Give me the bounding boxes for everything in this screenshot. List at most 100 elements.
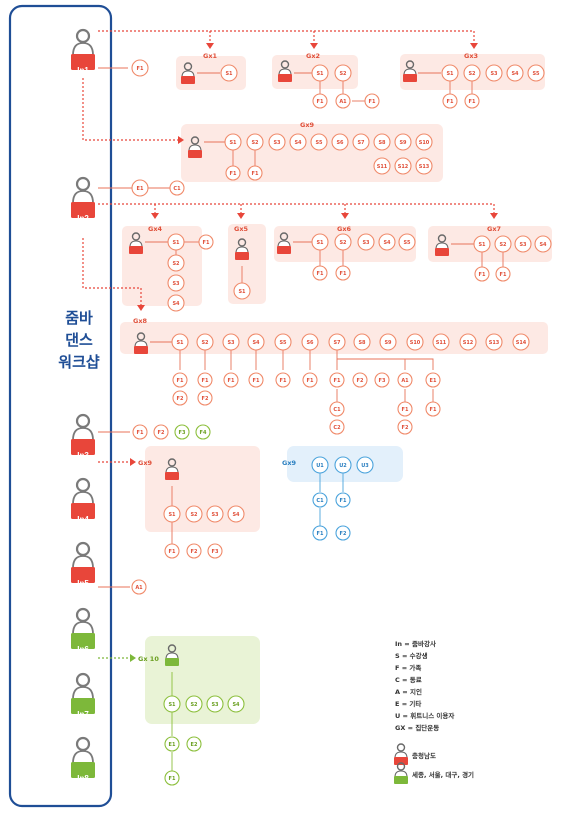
gx6-f1-node xyxy=(312,265,328,281)
svg-text:S1: S1 xyxy=(229,140,237,146)
legend-green-person-icon xyxy=(393,762,409,785)
arrow-heads xyxy=(130,43,498,466)
gx9-u2-node xyxy=(334,456,352,474)
connector-lines xyxy=(98,67,504,588)
svg-text:A1: A1 xyxy=(401,378,409,384)
gx7-s2-node xyxy=(494,235,512,253)
gx9-u-f2-node xyxy=(335,525,351,541)
svg-text:S8: S8 xyxy=(358,340,366,346)
instructor-in2-label: In2 xyxy=(77,214,89,223)
instructor-in1-label: In1 xyxy=(77,66,89,75)
gx9-f1-node xyxy=(225,165,241,181)
svg-text:S3: S3 xyxy=(227,340,235,346)
in3-f3-node xyxy=(174,424,190,440)
svg-text:S1: S1 xyxy=(446,71,454,77)
gx10-arrow-head xyxy=(130,654,136,662)
svg-text:F1: F1 xyxy=(447,99,454,105)
gx10-s3-node xyxy=(206,695,224,713)
gx8-s10-node xyxy=(406,333,424,351)
svg-text:S2: S2 xyxy=(339,71,347,77)
instructor-in4-icon xyxy=(69,477,97,521)
instructor-in3-icon xyxy=(69,413,97,457)
gx8-s8-node xyxy=(353,333,371,351)
svg-text:U3: U3 xyxy=(361,463,369,469)
svg-text:C1: C1 xyxy=(316,498,324,504)
svg-text:S4: S4 xyxy=(294,140,302,146)
gx8-s3-node xyxy=(222,333,240,351)
svg-text:S13: S13 xyxy=(489,340,500,346)
instructor-in8-label: In8 xyxy=(77,774,89,783)
instructor-in5-label: In5 xyxy=(77,579,89,588)
gx3-s5-node xyxy=(527,64,545,82)
gx10-e1-node xyxy=(164,736,180,752)
title-line-3: 워크샵 xyxy=(58,353,100,371)
gx3-s3-node xyxy=(485,64,503,82)
svg-text:F1: F1 xyxy=(469,99,476,105)
instructor-in1-icon xyxy=(69,28,97,72)
gx8-a1-node xyxy=(397,372,413,388)
gx9-blue-label: Gx9 xyxy=(282,459,297,467)
gx8-label: Gx8 xyxy=(133,317,148,325)
instructor-in8-icon xyxy=(69,736,97,780)
svg-text:S3: S3 xyxy=(519,242,527,248)
instructor-in7-label: In7 xyxy=(77,710,89,719)
gx9-s10-node xyxy=(415,133,433,151)
gx7-s3-node xyxy=(514,235,532,253)
gx9-s5-node xyxy=(310,133,328,151)
svg-text:E2: E2 xyxy=(191,742,198,748)
svg-text:S2: S2 xyxy=(190,702,198,708)
svg-text:U1: U1 xyxy=(316,463,324,469)
gx3-s4-node xyxy=(506,64,524,82)
svg-text:F3: F3 xyxy=(379,378,386,384)
svg-text:F1: F1 xyxy=(228,378,235,384)
svg-text:C1: C1 xyxy=(173,186,181,192)
gx9-s3-node xyxy=(268,133,286,151)
gx8-s1-node xyxy=(171,333,189,351)
svg-text:C2: C2 xyxy=(333,425,341,431)
svg-text:F2: F2 xyxy=(202,396,209,402)
gx9-s2-node xyxy=(246,133,264,151)
svg-text:C1: C1 xyxy=(333,407,341,413)
gx8-f2-node xyxy=(352,372,368,388)
svg-text:S9: S9 xyxy=(384,340,392,346)
gx7-label: Gx7 xyxy=(487,225,501,233)
svg-text:F1: F1 xyxy=(317,531,324,537)
gx4-s2-node xyxy=(167,254,185,272)
in3-f4-node xyxy=(195,424,211,440)
svg-text:F1: F1 xyxy=(280,378,287,384)
gx9-in3-label: Gx9 xyxy=(138,459,153,467)
gx1-label: Gx1 xyxy=(203,52,218,60)
svg-text:E1: E1 xyxy=(169,742,176,748)
svg-text:F4: F4 xyxy=(200,430,207,436)
legend-in: In = 줌바강사 xyxy=(395,639,436,648)
gx1-s1-node xyxy=(220,64,238,82)
svg-text:F1: F1 xyxy=(230,171,237,177)
svg-text:F1: F1 xyxy=(402,407,409,413)
svg-text:S2: S2 xyxy=(499,242,507,248)
svg-text:S6: S6 xyxy=(306,340,314,346)
svg-text:F1: F1 xyxy=(430,407,437,413)
gx4-label: Gx4 xyxy=(148,225,163,233)
gx3-s2-node xyxy=(463,64,481,82)
svg-text:E1: E1 xyxy=(430,378,437,384)
gx10-label: Gx 10 xyxy=(138,655,159,663)
legend-u: U = 휘트니스 이용자 xyxy=(395,711,454,720)
gx4-s4-node xyxy=(167,294,185,312)
svg-text:S1: S1 xyxy=(316,240,324,246)
instructor-in6-icon xyxy=(69,607,97,651)
svg-text:S1: S1 xyxy=(238,289,246,295)
gx9b-s4-node xyxy=(227,505,245,523)
svg-text:F1: F1 xyxy=(340,498,347,504)
gx8-f1h-node xyxy=(397,401,413,417)
gx10-e2-node xyxy=(186,736,202,752)
svg-text:F1: F1 xyxy=(202,378,209,384)
svg-text:S1: S1 xyxy=(172,240,180,246)
svg-text:S13: S13 xyxy=(419,164,430,170)
title-line-1: 줌바 xyxy=(65,309,93,327)
gx9-s6-node xyxy=(331,133,349,151)
svg-text:F1: F1 xyxy=(169,549,176,555)
instructor-in3-label: In3 xyxy=(77,451,89,460)
gx8-f1d-node xyxy=(248,372,264,388)
gx8-f1c-node xyxy=(223,372,239,388)
svg-text:S3: S3 xyxy=(362,240,370,246)
